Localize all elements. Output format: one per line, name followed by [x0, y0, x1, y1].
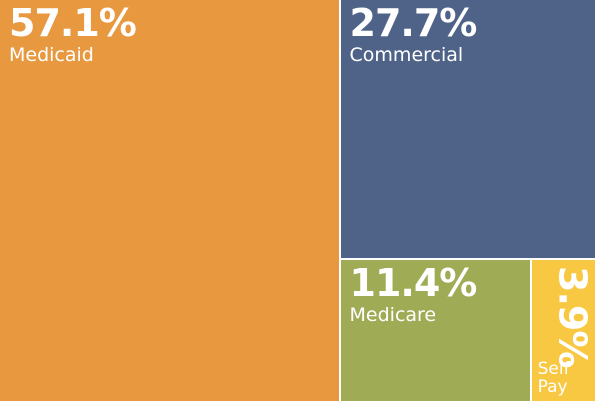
category-label: Medicare: [349, 303, 437, 326]
category-label: Self Pay: [537, 359, 570, 398]
tile: 11.4% Medicare: [340, 259, 530, 401]
tile: 3.9% Self Pay: [531, 259, 595, 401]
value-label: 3.9%: [549, 265, 594, 367]
category-label: Commercial: [349, 44, 464, 66]
value-label: 11.4%: [349, 260, 478, 305]
value-label: 27.7%: [349, 1, 478, 45]
category-label: Medicaid: [9, 44, 94, 66]
tile: 27.7% Commercial: [340, 0, 595, 258]
tile: 57.1% Medicaid: [0, 0, 339, 401]
value-label: 57.1%: [9, 1, 137, 45]
